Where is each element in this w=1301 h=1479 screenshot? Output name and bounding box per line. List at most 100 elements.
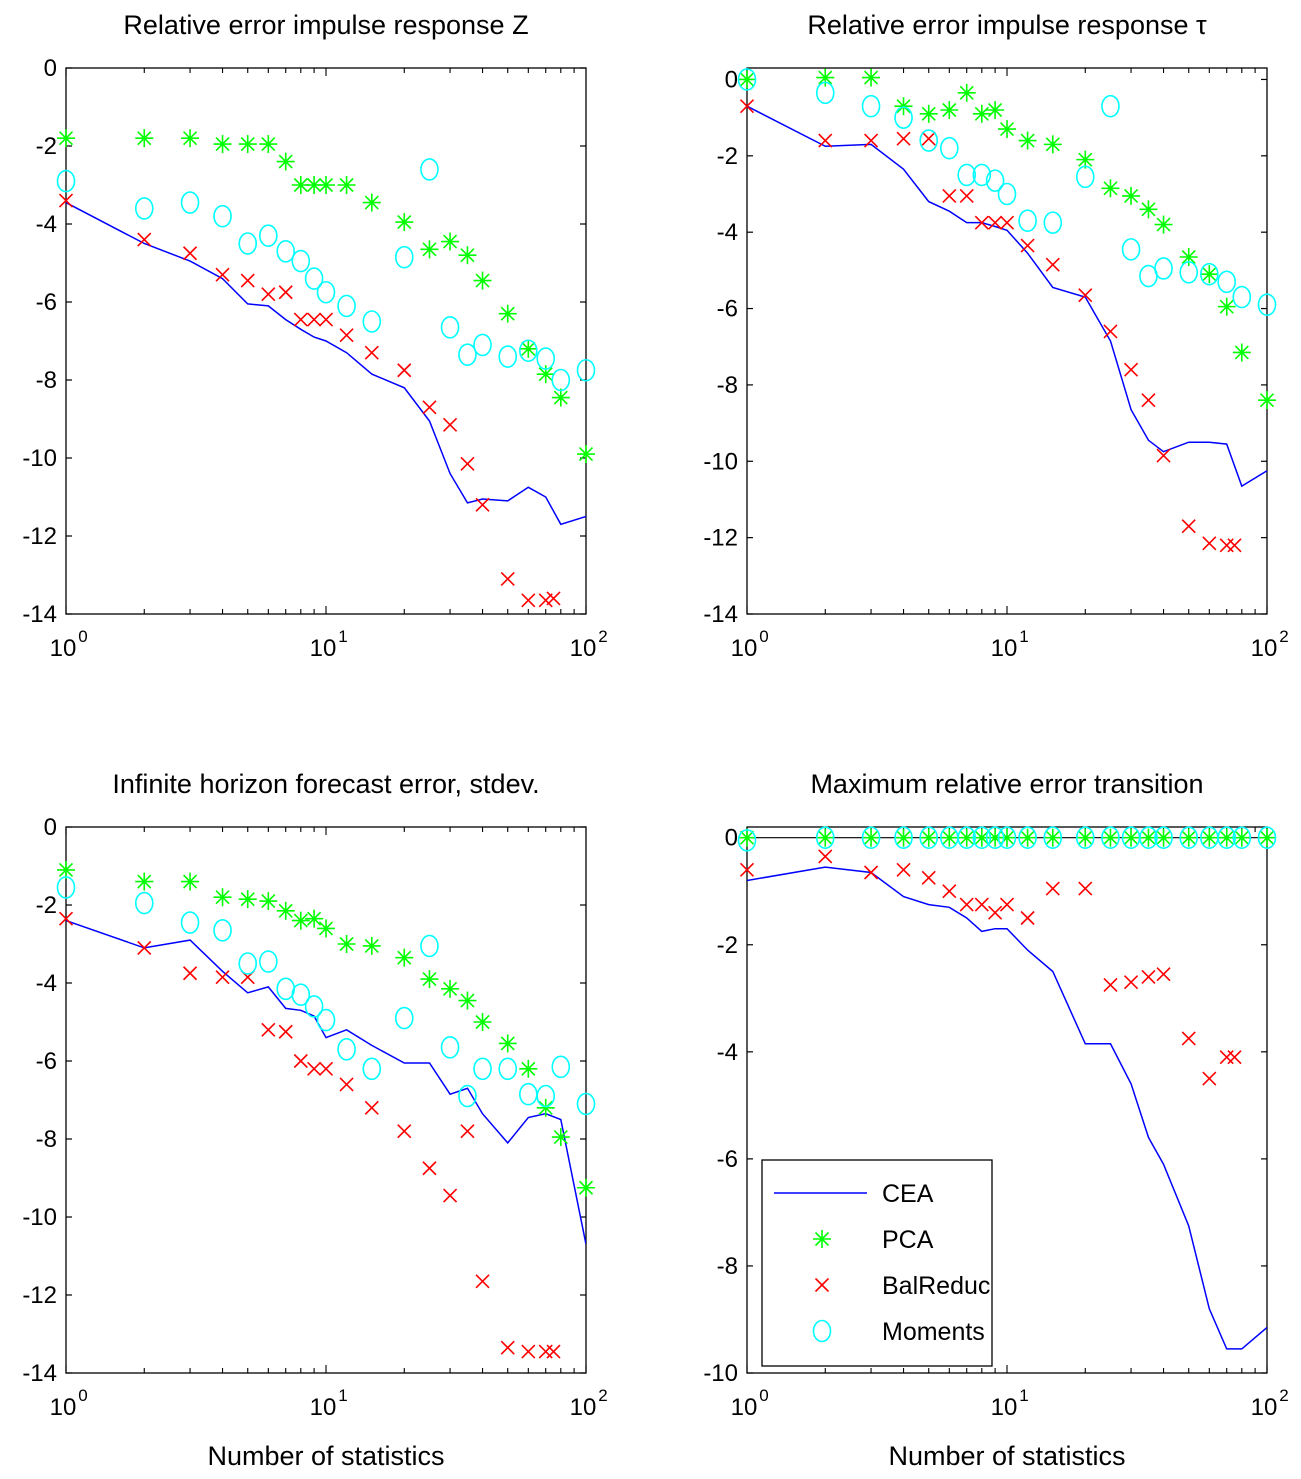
data-point (182, 246, 198, 261)
x-tick-exponent: 0 (78, 1386, 87, 1405)
x-tick-exponent: 0 (759, 627, 768, 646)
data-point (395, 948, 414, 967)
series-moments (56, 158, 596, 392)
data-point (58, 193, 74, 208)
data-point (213, 135, 232, 154)
data-point (999, 897, 1015, 912)
data-point (181, 129, 200, 148)
data-point (1122, 828, 1141, 847)
chart-title: Relative error impulse response τ (807, 10, 1207, 40)
x-tick-exponent: 1 (338, 1386, 347, 1405)
x-tick-label: 10 2 (1251, 1386, 1289, 1421)
data-point (135, 872, 154, 891)
data-point (58, 911, 74, 926)
data-point (818, 133, 833, 148)
data-point (137, 940, 152, 955)
data-point (536, 365, 555, 384)
data-point (894, 106, 913, 129)
data-point (1075, 826, 1095, 850)
data-point (395, 213, 414, 232)
data-point (894, 826, 913, 850)
y-tick-label: -2 (36, 133, 57, 160)
data-point (394, 245, 414, 269)
chart-panel-3: Infinite horizon forecast error, stdev. 0… (22, 769, 607, 1471)
data-point (1103, 977, 1118, 992)
data-point (1227, 538, 1242, 553)
series-pca (57, 129, 595, 464)
x-tick-exponent: 1 (1019, 627, 1028, 646)
data-point (394, 1006, 414, 1030)
data-point (957, 83, 976, 102)
data-point (440, 1036, 460, 1059)
data-point (500, 571, 515, 586)
y-tick-label: -6 (36, 1048, 57, 1075)
data-point (577, 1178, 595, 1197)
data-point (420, 970, 439, 989)
data-point (238, 952, 258, 975)
data-point (307, 312, 322, 327)
data-point (1141, 393, 1156, 408)
data-point (475, 1274, 490, 1289)
data-point (519, 1082, 538, 1106)
data-point (1217, 826, 1237, 850)
data-point (293, 1053, 308, 1069)
series-pca (738, 68, 1276, 410)
data-point (974, 215, 989, 230)
data-point (1217, 297, 1236, 316)
data-point (1200, 262, 1219, 286)
data-point (1179, 248, 1198, 266)
series-line (66, 201, 586, 526)
legend-marker (814, 1277, 830, 1293)
series-line (747, 866, 1267, 1350)
data-point (1122, 186, 1141, 205)
data-point (498, 1057, 518, 1081)
data-point (318, 1061, 334, 1076)
chart-panel-1: Relative error impulse response Z 0 -2 -4 -6… (22, 10, 607, 662)
data-point (863, 133, 879, 148)
series-balreduc (739, 99, 1242, 553)
x-tick-base: 10 (991, 1394, 1018, 1421)
y-tick-label: -6 (36, 289, 57, 316)
data-point (536, 347, 556, 370)
data-point (238, 890, 257, 909)
data-point (988, 215, 1003, 230)
data-point (458, 1084, 477, 1108)
data-point (1154, 215, 1173, 234)
y-tick-label: -8 (36, 367, 57, 394)
data-point (215, 267, 230, 282)
y-tick-label: 0 (725, 66, 738, 93)
y-tick-label: -4 (36, 970, 57, 997)
data-point (337, 176, 356, 194)
data-point (738, 828, 756, 847)
data-point (576, 1092, 596, 1116)
data-point (337, 294, 356, 318)
series-line (66, 919, 586, 1245)
y-tick-label: -12 (22, 523, 57, 550)
data-point (1139, 826, 1158, 850)
x-tick-label: 10 1 (310, 1386, 348, 1421)
data-point (1045, 257, 1060, 272)
y-tick-label: -10 (703, 1360, 738, 1387)
x-tick-label: 10 0 (731, 627, 769, 662)
data-point (1018, 826, 1037, 850)
data-point (997, 826, 1017, 850)
legend-label: Moments (882, 1318, 985, 1346)
data-point (1200, 828, 1219, 847)
data-point (1156, 448, 1171, 463)
data-point (441, 232, 460, 251)
data-point (339, 328, 354, 343)
data-point (261, 1022, 276, 1037)
data-point (957, 163, 977, 187)
data-point (957, 826, 977, 850)
data-point (1018, 828, 1037, 847)
y-tick-label: -8 (717, 1253, 738, 1280)
legend-item-moments: Moments (812, 1318, 985, 1346)
data-point (422, 400, 437, 415)
y-tick-label: -14 (22, 601, 57, 628)
data-point (816, 68, 835, 87)
data-point (259, 950, 278, 973)
data-point (180, 911, 200, 934)
data-point (919, 828, 938, 847)
data-point (818, 849, 833, 864)
x-tick-base: 10 (50, 1394, 77, 1421)
